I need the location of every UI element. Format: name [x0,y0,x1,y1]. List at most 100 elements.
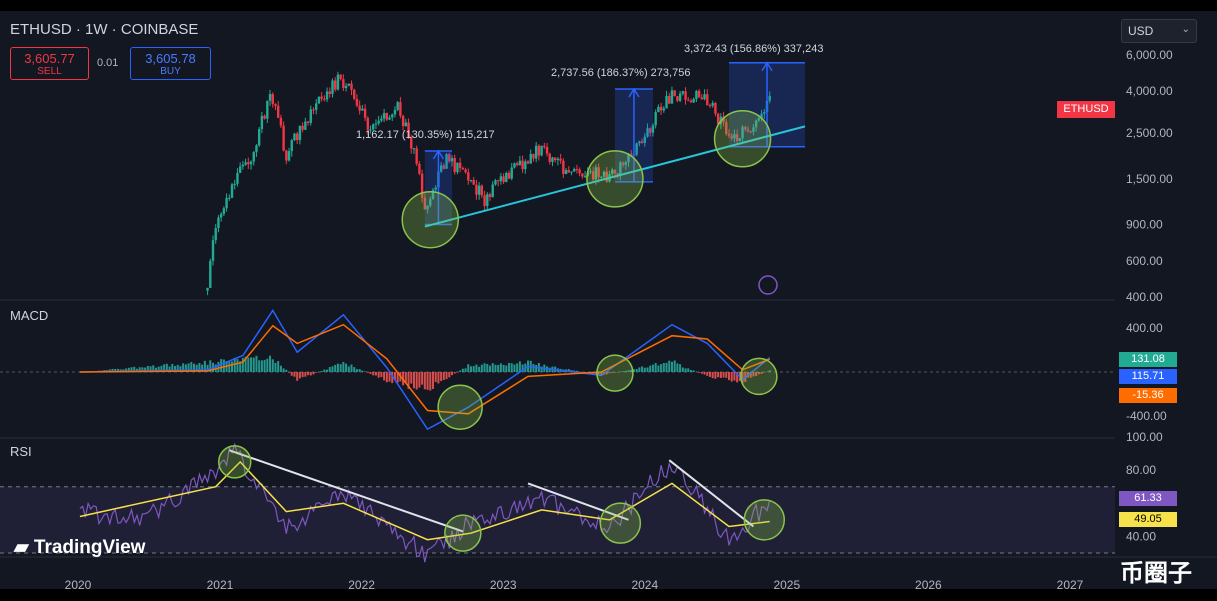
candle-body [613,169,617,174]
macd-histogram-bar [499,363,502,372]
candle-body [746,129,750,132]
macd-histogram-bar [755,372,758,376]
candle-body [602,171,606,177]
macd-histogram-bar [260,360,263,372]
time-axis-tick: 2020 [65,578,92,592]
macd-histogram-bar [380,372,383,378]
candle-body [396,102,399,110]
candle-body [526,161,530,164]
macd-histogram-bar [279,365,282,372]
candle-body [230,184,234,198]
macd-histogram-bar [391,372,394,384]
candle-body [377,120,380,124]
macd-histogram-bar [757,372,760,375]
macd-histogram-bar [410,372,413,384]
macd-histogram-bar [323,369,326,372]
candle-body [350,83,353,90]
range-measure-arrowhead [628,87,640,98]
rsi-pane-title: RSI [10,444,32,459]
candle-body [529,153,532,164]
candle-body [692,98,695,103]
candle-body [752,127,755,132]
macd-histogram-bar [255,355,258,372]
candle-body [290,140,293,152]
rsi-highlight-circle-3 [599,502,642,544]
candle-body [450,158,454,162]
macd-histogram-bar [274,362,277,372]
candle-body [445,154,448,169]
candle-body [727,133,731,136]
frame-bottom [0,589,1217,596]
time-axis-tick: 2027 [1057,578,1084,592]
macd-histogram-bar [312,372,315,375]
macd-histogram-bar [662,363,665,372]
candle-body [301,125,304,130]
candle-body [461,168,465,170]
macd-histogram-bar [687,368,690,372]
candle-body [722,116,725,123]
candle-body [401,115,405,126]
macd-histogram-bar [423,372,426,390]
candle-body [320,96,323,99]
candle-body [453,158,456,173]
buy-button[interactable]: 3,605.78 BUY [130,47,211,80]
candle-body [630,153,633,156]
macd-signal-line [79,323,770,415]
candle-body [247,162,250,165]
candle-body [325,91,329,100]
macd-histogram-bar [393,372,396,380]
candle-body [754,120,758,128]
candle-body [434,187,437,190]
macd-histogram-bar [141,367,144,372]
candle-body [366,117,370,130]
candle-body [611,169,614,175]
candle-body [480,185,484,196]
macd-histogram-bar [173,366,176,372]
macd-histogram-bar [179,366,182,372]
macd-histogram-bar [613,372,616,373]
macd-histogram-bar [727,372,730,381]
macd-histogram-bar [736,372,739,383]
rsi-highlight-circle-1 [217,445,252,479]
macd-histogram-bar [440,372,443,382]
candle-body [271,94,274,105]
candle-body [238,166,242,173]
candle-body [757,118,761,121]
currency-select[interactable]: USD ⌄ [1121,19,1197,43]
candle-body [687,99,690,101]
candle-body [315,103,318,110]
time-axis-tick: 2023 [490,578,517,592]
macd-histogram-bar [450,372,453,376]
macd-histogram-bar [247,357,250,372]
macd-histogram-bar [646,367,649,372]
tradingview-logo: ▰ TradingView [14,537,146,558]
macd-histogram-bar [304,372,307,377]
candle-body [513,163,516,168]
candle-body [665,95,668,109]
sell-label: SELL [37,66,62,77]
macd-histogram-bar [689,370,692,372]
macd-histogram-bar [296,372,299,381]
candle-body [431,189,435,200]
candle-body [703,94,706,100]
macd-histogram-bar [285,369,288,372]
candle-body [581,173,584,177]
candle-body [263,115,266,119]
macd-histogram-bar [176,364,179,372]
candle-body [515,163,519,166]
macd-histogram-bar [749,372,752,378]
sell-button[interactable]: 3,605.77 SELL [10,47,89,80]
candle-body [635,143,638,155]
candle-body [730,135,733,139]
macd-histogram-bar [730,372,733,382]
candle-body [738,138,742,142]
macd-histogram-bar [766,371,769,372]
candle-body [575,169,579,171]
macd-histogram-bar [510,363,513,372]
macd-histogram-bar [532,363,535,372]
macd-highlight-circle-3 [740,357,778,396]
macd-histogram-bar [453,372,456,374]
macd-histogram-bar [206,364,209,372]
